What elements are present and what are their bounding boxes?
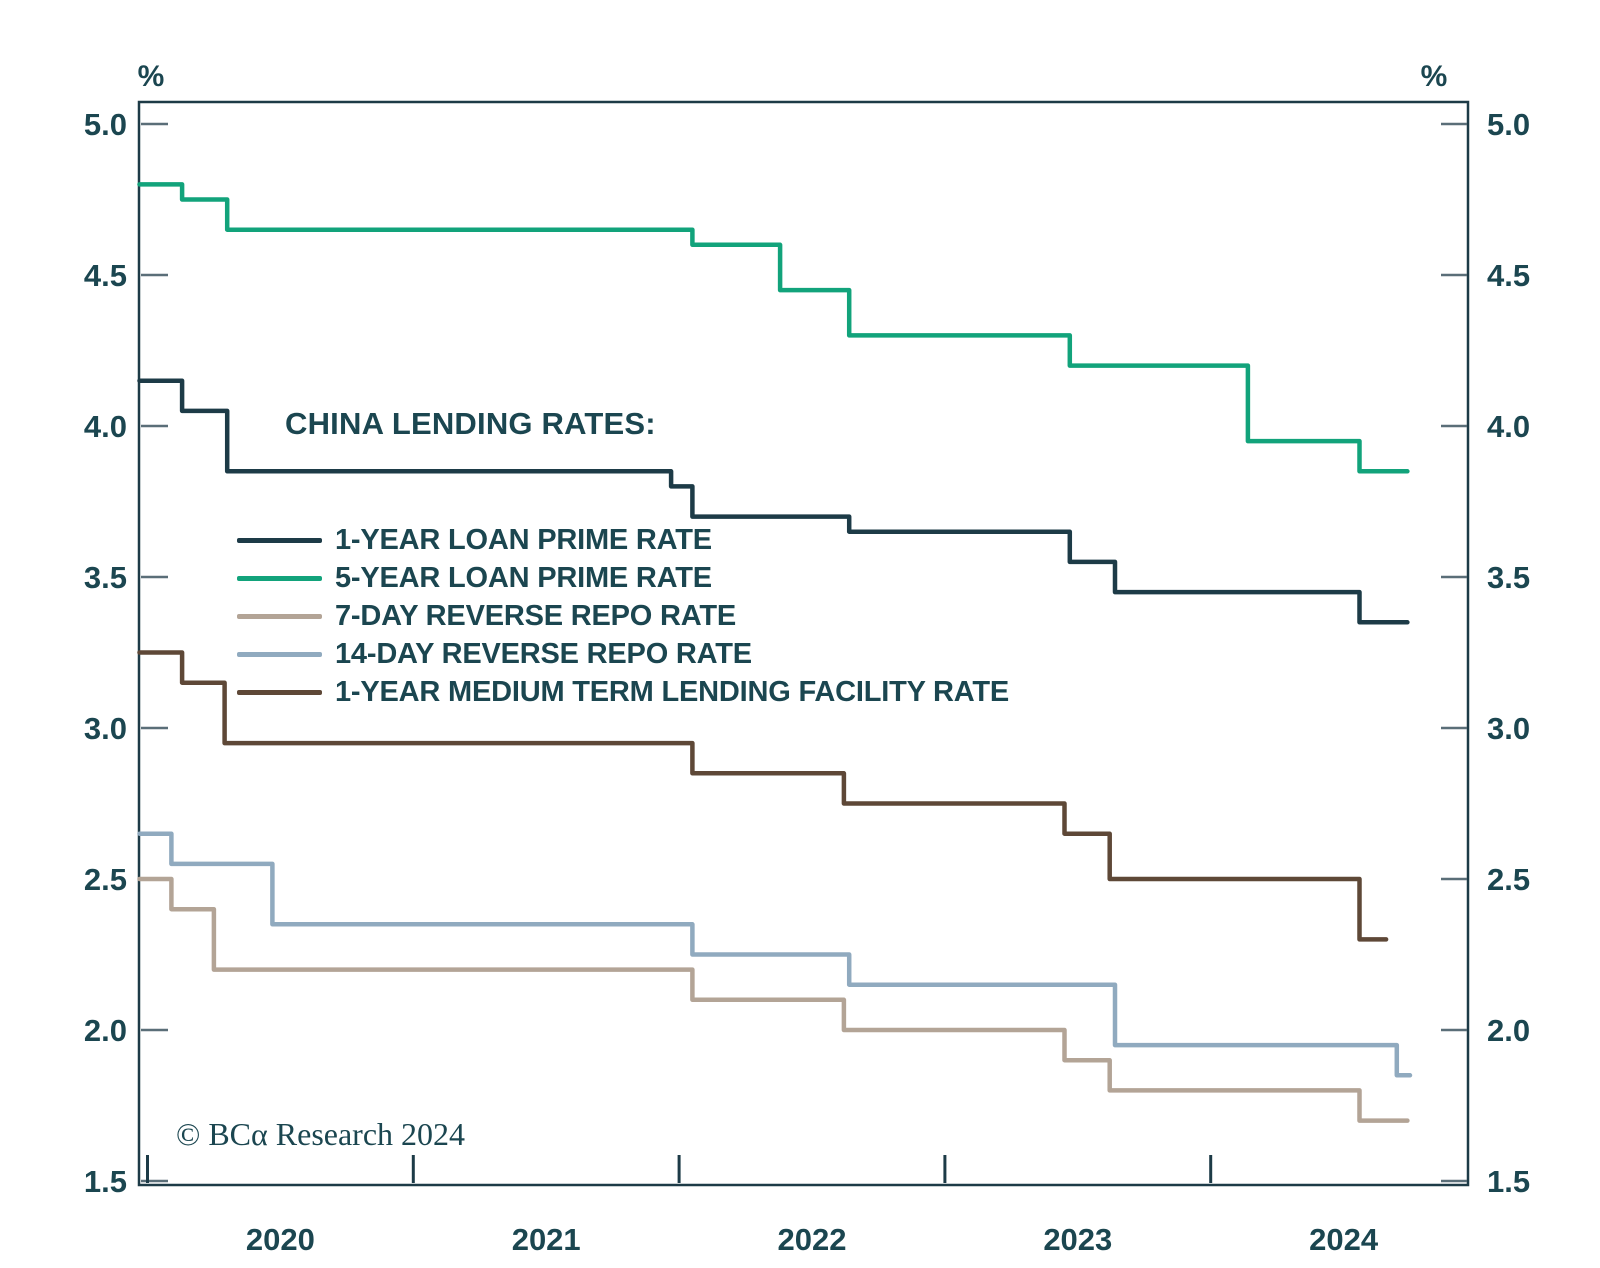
x-axis-label: 2021: [512, 1222, 581, 1257]
y-axis-label-right: 2.0: [1487, 1013, 1530, 1048]
y-axis-label-left: 1.5: [84, 1164, 127, 1199]
legend-swatch: [237, 575, 322, 581]
legend-label: 5-YEAR LOAN PRIME RATE: [335, 561, 712, 594]
legend-swatch: [237, 651, 322, 657]
y-axis-label-right: 2.5: [1487, 862, 1530, 897]
chart-title: CHINA LENDING RATES:: [285, 406, 656, 441]
y-axis-unit-right: %: [1421, 60, 1448, 93]
y-axis-label-left: 3.0: [84, 711, 127, 746]
y-axis-label-right: 4.5: [1487, 258, 1530, 293]
y-axis-label-left: 2.0: [84, 1013, 127, 1048]
series-7-day-reverse-repo-rate: [137, 876, 1410, 1123]
y-axis-label-right: 3.0: [1487, 711, 1530, 746]
y-axis-label-right: 5.0: [1487, 107, 1530, 142]
legend-label: 7-DAY REVERSE REPO RATE: [335, 599, 736, 632]
y-axis-label-left: 2.5: [84, 862, 127, 897]
y-axis-label-right: 1.5: [1487, 1164, 1530, 1199]
y-axis-unit-left: %: [138, 60, 165, 93]
legend-item: 7-DAY REVERSE REPO RATE: [237, 597, 1009, 635]
x-axis-label: 2022: [778, 1222, 847, 1257]
legend-swatch: [237, 613, 322, 619]
legend-item: 1-YEAR LOAN PRIME RATE: [237, 521, 1009, 559]
legend-swatch: [237, 689, 322, 695]
series-1-year-medium-term-lending-facility-rate: [137, 650, 1389, 942]
y-axis-label-left: 4.5: [84, 258, 127, 293]
plot-border: [137, 100, 1470, 1187]
series-1-year-loan-prime-rate: [137, 378, 1410, 625]
x-axis-label: 2024: [1309, 1222, 1379, 1257]
x-axis-label: 2023: [1043, 1222, 1112, 1257]
y-axis-label-left: 5.0: [84, 107, 127, 142]
legend-label: 1-YEAR LOAN PRIME RATE: [335, 523, 712, 556]
legend-swatch: [237, 537, 322, 543]
legend-item: 5-YEAR LOAN PRIME RATE: [237, 559, 1009, 597]
legend-item: 14-DAY REVERSE REPO RATE: [237, 635, 1009, 673]
y-axis-label-right: 3.5: [1487, 560, 1530, 595]
copyright-note: © BCα Research 2024: [176, 1116, 466, 1152]
legend-label: 1-YEAR MEDIUM TERM LENDING FACILITY RATE: [335, 675, 1010, 708]
y-axis-label-left: 4.0: [84, 409, 127, 444]
series-5-year-loan-prime-rate: [137, 182, 1410, 474]
series-14-day-reverse-repo-rate: [137, 831, 1413, 1078]
x-axis-label: 2020: [246, 1222, 315, 1257]
y-axis-label-left: 3.5: [84, 560, 127, 595]
legend-label: 14-DAY REVERSE REPO RATE: [335, 637, 752, 670]
y-axis-label-right: 4.0: [1487, 409, 1530, 444]
legend: 1-YEAR LOAN PRIME RATE 5-YEAR LOAN PRIME …: [237, 521, 1009, 711]
legend-item: 1-YEAR MEDIUM TERM LENDING FACILITY RATE: [237, 673, 1009, 711]
